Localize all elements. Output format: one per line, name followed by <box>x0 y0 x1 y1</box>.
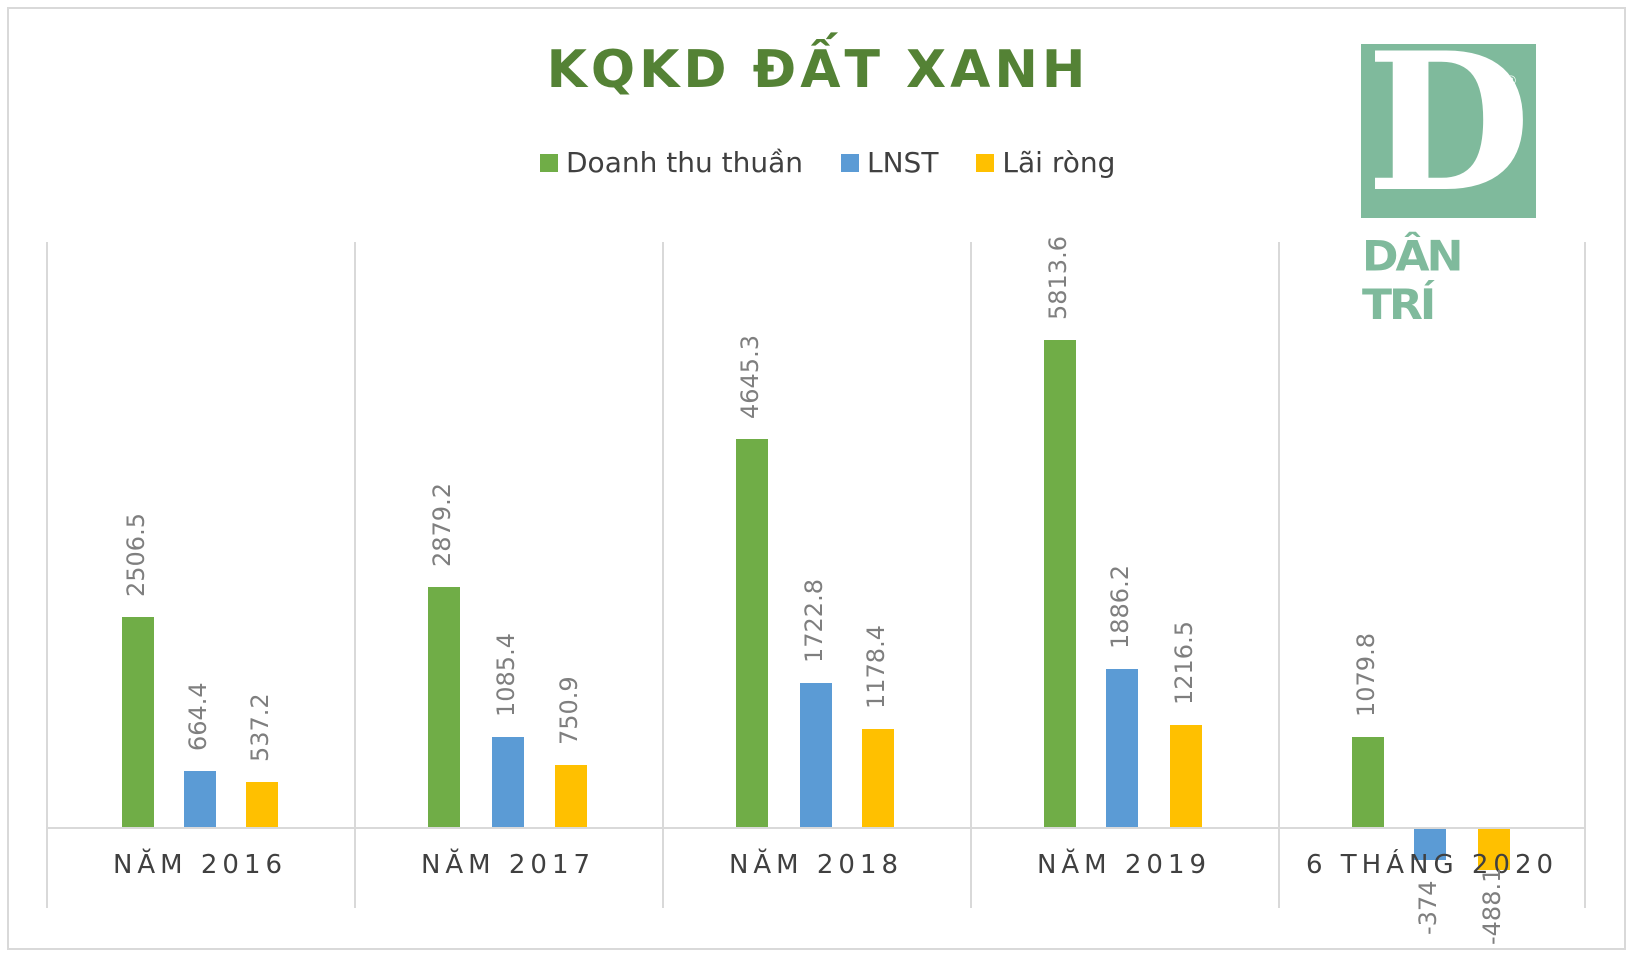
registered-mark: ® <box>1505 72 1516 88</box>
data-label: -488.1 <box>1478 867 1506 945</box>
category-gridline <box>1584 242 1586 908</box>
category-gridline <box>1278 242 1280 908</box>
bar-lr-2017 <box>555 765 587 827</box>
bar-lr-2020h1 <box>1478 829 1510 870</box>
legend-swatch-green <box>540 153 558 172</box>
bar-lnst-2019 <box>1106 669 1138 827</box>
data-label: 1886.2 <box>1106 565 1134 649</box>
bar-lr-2018 <box>862 729 894 827</box>
data-label: 1722.8 <box>800 579 828 663</box>
x-axis-label: 6 THÁNG 2020 <box>1305 850 1559 880</box>
logo-letter: D <box>1366 11 1531 234</box>
bar-lnst-2016 <box>184 771 216 827</box>
legend-swatch-blue <box>841 153 859 172</box>
category-gridline <box>354 242 356 908</box>
x-axis-label: NĂM 2016 <box>112 850 288 880</box>
data-label: 1178.4 <box>862 625 890 709</box>
bar-dtt-2020h1 <box>1352 737 1384 827</box>
bar-dtt-2019 <box>1044 340 1076 827</box>
chart-title: KQKD ĐẤT XANH <box>546 40 1090 100</box>
bar-lr-2016 <box>246 782 278 827</box>
x-axis-label: NĂM 2017 <box>420 850 596 880</box>
bar-lnst-2020h1 <box>1414 829 1446 860</box>
data-label: 1216.5 <box>1170 621 1198 705</box>
data-label: 5813.6 <box>1044 236 1072 320</box>
x-axis-label: NĂM 2019 <box>1036 850 1212 880</box>
legend-item-lnst: LNST <box>841 146 938 179</box>
bar-lnst-2018 <box>800 683 832 827</box>
data-label: -374 <box>1414 880 1442 935</box>
legend-item-doanh-thu-thuan: Doanh thu thuần <box>540 146 803 179</box>
data-label: 1085.4 <box>492 633 520 717</box>
bar-dtt-2017 <box>428 587 460 827</box>
data-label: 664.4 <box>184 682 212 751</box>
chart-legend: Doanh thu thuần LNST Lãi ròng <box>540 146 1153 179</box>
data-label: 537.2 <box>246 693 274 762</box>
logo-wordmark: DÂN TRÍ <box>1362 232 1463 330</box>
data-label: 4645.3 <box>736 335 764 419</box>
legend-label: Doanh thu thuần <box>566 146 803 179</box>
bar-dtt-2018 <box>736 439 768 827</box>
bar-dtt-2016 <box>122 617 154 827</box>
data-label: 750.9 <box>555 676 583 745</box>
category-gridline <box>662 242 664 908</box>
legend-swatch-yellow <box>976 153 995 172</box>
dantri-logo-icon: D ® <box>1361 28 1536 218</box>
category-gridline <box>970 242 972 908</box>
data-label: 2506.5 <box>122 513 150 597</box>
data-label: 2879.2 <box>428 483 456 567</box>
x-axis-baseline <box>46 827 1586 829</box>
bar-lnst-2017 <box>492 737 524 827</box>
bar-lr-2019 <box>1170 725 1202 827</box>
legend-item-lai-rong: Lãi ròng <box>976 146 1115 179</box>
legend-label: LNST <box>867 146 939 179</box>
data-label: 1079.8 <box>1352 633 1380 717</box>
legend-label: Lãi ròng <box>1002 146 1116 179</box>
category-gridline <box>46 242 48 908</box>
x-axis-label: NĂM 2018 <box>728 850 904 880</box>
